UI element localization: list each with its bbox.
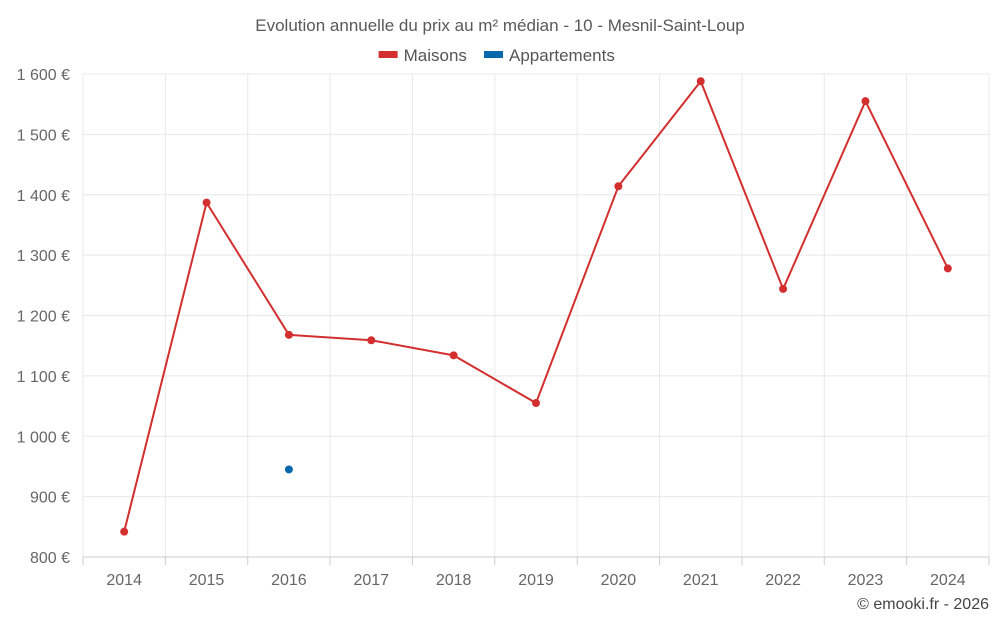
data-point[interactable] — [779, 284, 788, 293]
data-point[interactable] — [696, 77, 705, 86]
y-tick-label: 1 100 € — [17, 369, 70, 386]
x-tick-label: 2020 — [601, 572, 637, 589]
x-axis: 2014 2015 2016 2017 2018 2019 2020 2021 2022 2023… — [82, 556, 990, 589]
x-tick-label: 2017 — [353, 572, 389, 589]
data-point[interactable] — [284, 330, 293, 339]
x-tick-label: 2019 — [518, 572, 554, 589]
x-tick-label: 2015 — [189, 572, 225, 589]
y-tick-label: 1 200 € — [17, 309, 70, 326]
x-tick-label: 2022 — [765, 572, 801, 589]
y-tick-label: 1 300 € — [17, 248, 70, 265]
x-tick-label: 2014 — [106, 572, 142, 589]
data-point[interactable] — [284, 465, 293, 474]
data-point[interactable] — [449, 351, 458, 360]
y-tick-label: 800 € — [30, 550, 70, 567]
y-tick-label: 1 000 € — [17, 429, 70, 446]
x-tick-label: 2016 — [271, 572, 307, 589]
y-tick-label: 1 600 € — [17, 67, 70, 84]
y-tick-label: 1 500 € — [17, 127, 70, 144]
chart-title: Evolution annuelle du prix au m² médian … — [255, 16, 744, 35]
legend-label[interactable]: Maisons — [404, 46, 467, 65]
data-point[interactable] — [202, 198, 211, 207]
x-tick-label: 2023 — [848, 572, 884, 589]
legend: Maisons Appartements — [378, 46, 615, 65]
y-tick-label: 1 400 € — [17, 188, 70, 205]
data-point[interactable] — [943, 264, 952, 273]
y-axis: 800 € 900 € 1 000 € 1 100 € 1 200 € 1 300 € 1 … — [17, 67, 70, 567]
legend-swatch — [378, 51, 398, 58]
data-point[interactable] — [120, 527, 129, 536]
x-tick-label: 2021 — [683, 572, 719, 589]
data-point[interactable] — [614, 182, 623, 191]
legend-label[interactable]: Appartements — [509, 46, 615, 65]
legend-swatch — [484, 51, 503, 58]
y-tick-label: 900 € — [30, 490, 70, 507]
series-layer — [120, 77, 952, 536]
data-point[interactable] — [532, 399, 540, 408]
data-point[interactable] — [861, 97, 870, 106]
data-point[interactable] — [367, 336, 376, 345]
credit-text: © emooki.fr - 2026 — [857, 596, 989, 613]
x-tick-label: 2018 — [436, 572, 472, 589]
grid-lines — [82, 73, 990, 558]
x-tick-label: 2024 — [930, 572, 966, 589]
